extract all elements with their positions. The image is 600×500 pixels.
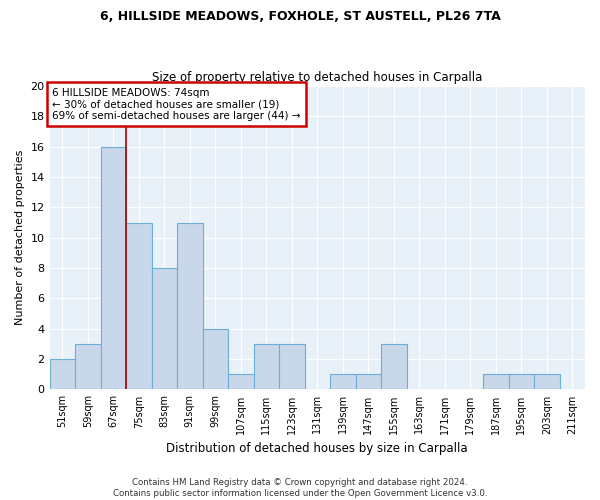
Bar <box>534 374 560 390</box>
Bar <box>126 222 152 390</box>
Bar <box>75 344 101 390</box>
Bar <box>50 359 75 390</box>
Title: Size of property relative to detached houses in Carpalla: Size of property relative to detached ho… <box>152 70 482 84</box>
Bar <box>101 146 126 390</box>
Y-axis label: Number of detached properties: Number of detached properties <box>15 150 25 326</box>
Bar <box>381 344 407 390</box>
Bar <box>509 374 534 390</box>
Bar <box>177 222 203 390</box>
Text: 6 HILLSIDE MEADOWS: 74sqm
← 30% of detached houses are smaller (19)
69% of semi-: 6 HILLSIDE MEADOWS: 74sqm ← 30% of detac… <box>52 88 301 121</box>
Text: Contains HM Land Registry data © Crown copyright and database right 2024.
Contai: Contains HM Land Registry data © Crown c… <box>113 478 487 498</box>
Bar <box>483 374 509 390</box>
X-axis label: Distribution of detached houses by size in Carpalla: Distribution of detached houses by size … <box>166 442 468 455</box>
Bar <box>203 329 228 390</box>
Bar <box>330 374 356 390</box>
Bar <box>228 374 254 390</box>
Text: 6, HILLSIDE MEADOWS, FOXHOLE, ST AUSTELL, PL26 7TA: 6, HILLSIDE MEADOWS, FOXHOLE, ST AUSTELL… <box>100 10 500 23</box>
Bar <box>279 344 305 390</box>
Bar <box>254 344 279 390</box>
Bar <box>356 374 381 390</box>
Bar <box>152 268 177 390</box>
